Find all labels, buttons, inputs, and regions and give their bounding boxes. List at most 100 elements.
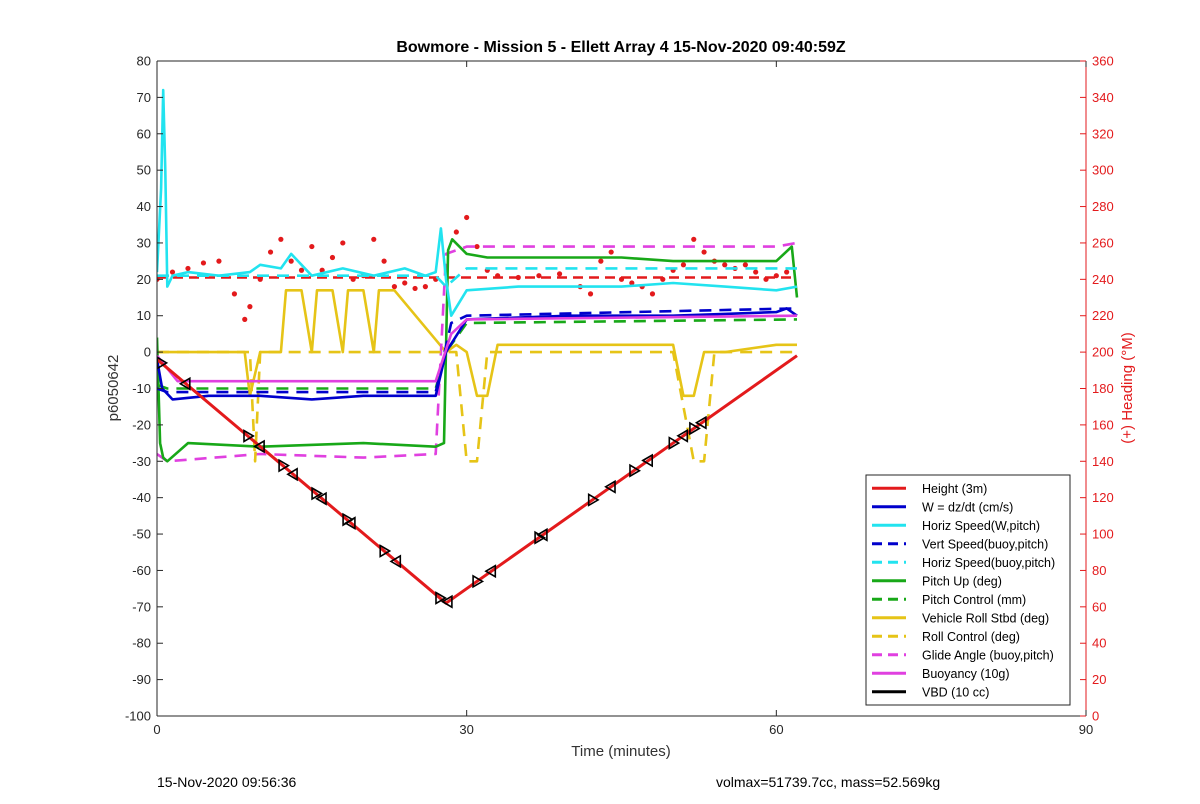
y-tick-label: 20 bbox=[137, 272, 151, 287]
heading-point bbox=[350, 276, 356, 282]
legend-label: Pitch Up (deg) bbox=[922, 574, 1002, 588]
data-layer bbox=[157, 88, 799, 609]
heading-point bbox=[298, 267, 305, 273]
heading-point bbox=[412, 285, 418, 292]
height-marker bbox=[178, 376, 191, 391]
heading-point bbox=[660, 276, 666, 282]
heading-point bbox=[608, 249, 614, 255]
legend-box bbox=[865, 474, 1071, 706]
y2-axis-label: (+) Heading (°M) bbox=[1119, 332, 1136, 443]
height-marker bbox=[286, 467, 298, 482]
y2-tick-label: 240 bbox=[1092, 272, 1114, 287]
legend-label: Horiz Speed(W,pitch) bbox=[922, 519, 1040, 533]
heading-point bbox=[618, 276, 625, 282]
y2-tick-label: 320 bbox=[1092, 126, 1114, 141]
heading-point bbox=[701, 249, 707, 255]
height-marker bbox=[379, 544, 392, 558]
series-line-5 bbox=[157, 267, 797, 288]
x-tick-label: 90 bbox=[1079, 722, 1093, 737]
y2-tick-label: 220 bbox=[1092, 308, 1114, 323]
y2-tick-label: 60 bbox=[1092, 599, 1106, 614]
y-tick-label: -40 bbox=[132, 490, 151, 505]
heading-point bbox=[185, 265, 191, 272]
axes: -100-90-80-70-60-50-40-30-20-10010203040… bbox=[125, 54, 1114, 738]
height-marker bbox=[668, 436, 681, 451]
heading-point bbox=[422, 284, 428, 290]
heading-point bbox=[216, 258, 222, 264]
heading-point bbox=[515, 274, 521, 281]
heading-point bbox=[319, 267, 325, 273]
y2-tick-label: 280 bbox=[1092, 199, 1114, 214]
legend-label: Vehicle Roll Stbd (deg) bbox=[922, 611, 1049, 625]
footer-mass-info: volmax=51739.7cc, mass=52.569kg bbox=[716, 774, 941, 790]
heading-point bbox=[169, 269, 176, 275]
y-tick-label: 40 bbox=[137, 199, 151, 214]
legend-label: Vert Speed(buoy,pitch) bbox=[922, 537, 1048, 551]
heading-point bbox=[763, 276, 769, 282]
heading-point bbox=[649, 291, 656, 297]
heading-point bbox=[784, 269, 790, 275]
height-marker bbox=[629, 463, 641, 478]
height-marker bbox=[604, 479, 616, 494]
height-marker bbox=[389, 554, 402, 569]
heading-point bbox=[231, 291, 238, 297]
heading-point bbox=[474, 243, 480, 250]
x-tick-label: 30 bbox=[459, 722, 473, 737]
heading-point bbox=[680, 262, 687, 268]
y-tick-label: -80 bbox=[132, 636, 151, 651]
heading-point bbox=[242, 316, 248, 322]
legend: Height (3m) W = dz/dt (cm/s) Horiz Speed(W… bbox=[865, 474, 1071, 706]
height-marker bbox=[694, 415, 707, 430]
series-line-3 bbox=[157, 88, 798, 318]
heading-point bbox=[329, 254, 336, 261]
y2-tick-label: 180 bbox=[1092, 381, 1114, 396]
heading-point bbox=[200, 260, 207, 266]
y2-tick-label: 340 bbox=[1092, 90, 1114, 105]
heading-point bbox=[495, 273, 501, 279]
heading-point bbox=[587, 291, 594, 297]
heading-point bbox=[371, 236, 377, 242]
height-marker bbox=[536, 527, 548, 542]
height-marker bbox=[534, 530, 546, 545]
heading-point bbox=[267, 249, 274, 255]
y-tick-label: -20 bbox=[132, 417, 151, 432]
height-marker bbox=[676, 428, 689, 443]
height-marker bbox=[435, 591, 447, 605]
chart: Bowmore - Mission 5 - Ellett Array 4 15-… bbox=[105, 39, 1136, 760]
y2-tick-label: 200 bbox=[1092, 345, 1114, 360]
heading-point bbox=[753, 269, 759, 275]
y-tick-label: -70 bbox=[132, 599, 151, 614]
heading-point bbox=[288, 258, 294, 264]
height-marker bbox=[472, 574, 485, 589]
series-line-9 bbox=[157, 350, 797, 463]
y-tick-label: -90 bbox=[132, 672, 151, 687]
y2-tick-label: 260 bbox=[1092, 235, 1114, 250]
heading-point bbox=[464, 214, 470, 221]
heading-point bbox=[556, 271, 563, 277]
y-tick-label: -10 bbox=[132, 381, 151, 396]
height-marker bbox=[344, 516, 356, 531]
y-tick-label: 60 bbox=[137, 126, 151, 141]
y-tick-label: -50 bbox=[132, 527, 151, 542]
height-marker bbox=[441, 594, 453, 609]
heading-point bbox=[278, 236, 284, 242]
legend-label: Glide Angle (buoy,pitch) bbox=[922, 648, 1054, 662]
x-axis-label: Time (minutes) bbox=[571, 743, 670, 760]
y2-tick-label: 20 bbox=[1092, 672, 1106, 687]
heading-point bbox=[691, 236, 697, 242]
series-line-10 bbox=[157, 241, 798, 463]
legend-label: Buoyancy (10g) bbox=[922, 667, 1010, 681]
legend-label: VBD (10 cc) bbox=[922, 685, 989, 699]
series-line-11 bbox=[157, 314, 798, 383]
y-tick-label: 70 bbox=[137, 90, 151, 105]
heading-point bbox=[309, 243, 315, 250]
heading-point bbox=[402, 280, 408, 286]
y-tick-label: 0 bbox=[144, 345, 151, 360]
heading-point bbox=[340, 240, 346, 246]
legend-label: Height (3m) bbox=[922, 482, 987, 496]
y-tick-label: -60 bbox=[132, 563, 151, 578]
height-marker bbox=[641, 453, 654, 468]
heading-point bbox=[381, 258, 387, 264]
heading-point bbox=[742, 262, 748, 268]
height-marker bbox=[315, 491, 327, 506]
